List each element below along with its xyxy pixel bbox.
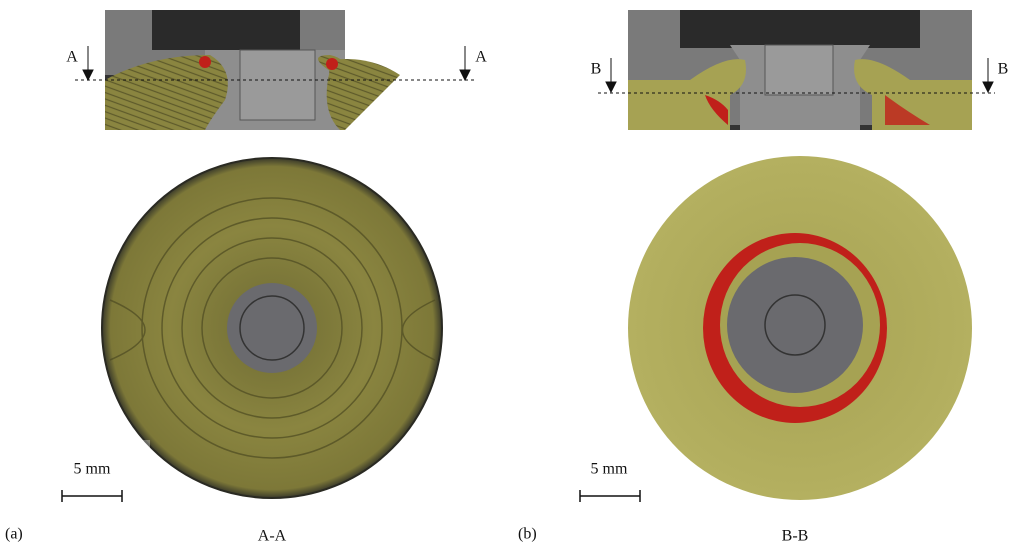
scale-label: 5 mm	[74, 461, 111, 478]
panel-label: (a)	[5, 526, 23, 543]
panel-caption: A-A	[258, 528, 287, 545]
section-image-b	[628, 10, 972, 130]
section-mark: B	[591, 61, 602, 78]
scale-bar	[580, 490, 640, 502]
panel-label: (b)	[518, 526, 537, 543]
panel-caption: B-B	[782, 528, 809, 545]
scale-label: 5 mm	[591, 461, 628, 478]
cross-section-b	[628, 156, 972, 500]
figure: A A 5 mm (a) A-A B B	[0, 0, 1020, 546]
section-mark: B	[998, 61, 1009, 78]
section-mark: A	[66, 49, 78, 66]
section-image-a	[105, 10, 400, 130]
cross-section-a	[102, 158, 442, 498]
section-mark: A	[475, 49, 487, 66]
